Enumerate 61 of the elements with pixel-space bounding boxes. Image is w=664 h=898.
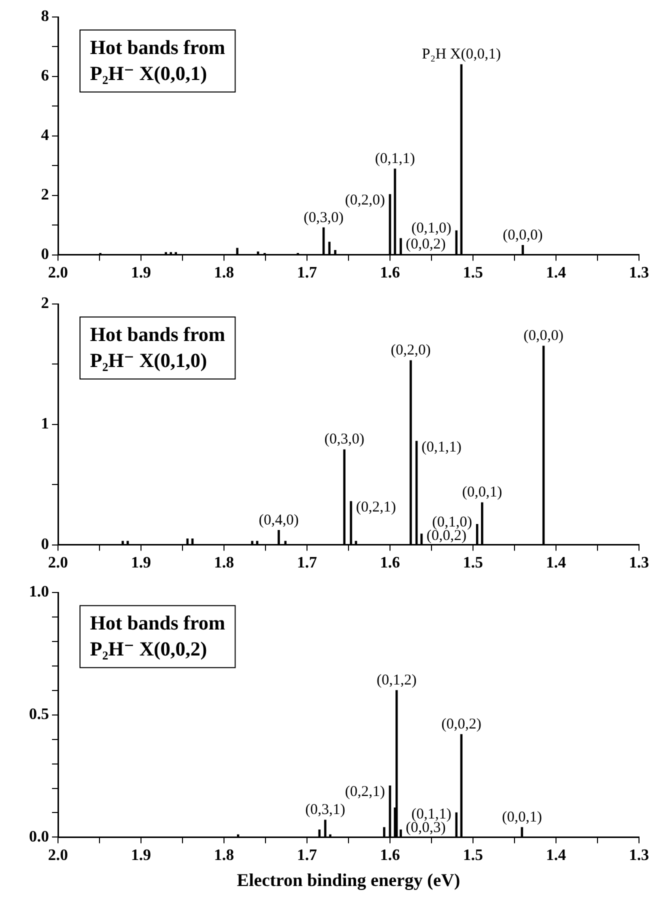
annotation: (0,0,0) bbox=[502, 227, 543, 244]
annotation: (0,1,0) bbox=[432, 514, 472, 530]
annotation: (0,0,1) bbox=[502, 809, 542, 826]
annotation: (0,1,2) bbox=[376, 672, 417, 688]
annotation: (0,2,1) bbox=[345, 784, 385, 800]
x-tick-label: 1.4 bbox=[546, 554, 566, 572]
x-tick-label: 1.7 bbox=[297, 554, 317, 572]
annotation: (0,0,3) bbox=[406, 820, 446, 836]
annotation: (0,0,2) bbox=[441, 716, 482, 732]
y-tick-label: 2 bbox=[41, 295, 49, 312]
x-tick-label: 2.0 bbox=[48, 554, 68, 572]
annotation: (0,1,1) bbox=[411, 806, 452, 823]
x-tick-label: 1.4 bbox=[546, 846, 566, 864]
annotation: (0,3,0) bbox=[304, 210, 344, 226]
annotation: (0,3,1) bbox=[305, 802, 346, 818]
annotation: (0,1,0) bbox=[411, 220, 452, 237]
x-tick-label: 1.6 bbox=[380, 554, 400, 572]
annotation: (0,2,0) bbox=[345, 192, 385, 208]
text: Hot bands from P₂H⁻ X(0,0,2) bbox=[90, 612, 226, 661]
y-tick-label: 0.5 bbox=[29, 706, 49, 724]
x-tick-label: 1.8 bbox=[214, 846, 234, 864]
y-tick-label: 2 bbox=[41, 186, 49, 204]
y-tick-label: 0.0 bbox=[29, 828, 49, 846]
x-tick-label: 1.5 bbox=[463, 554, 483, 572]
annotation: (0,0,1) bbox=[462, 484, 502, 501]
annotation: (0,1,1) bbox=[422, 439, 462, 456]
text: Hot bands from P₂H⁻ X(0,1,0) bbox=[90, 324, 226, 372]
x-tick-label: 1.9 bbox=[131, 264, 151, 282]
annotation: P₂H X(0,0,1) bbox=[422, 46, 501, 63]
x-tick-label: 1.5 bbox=[463, 264, 483, 282]
x-tick-label: 1.8 bbox=[214, 554, 234, 572]
y-tick-label: 0 bbox=[41, 246, 49, 263]
y-tick-label: 1 bbox=[41, 416, 49, 433]
annotation: (0,3,0) bbox=[324, 432, 364, 448]
annotation: (0,2,0) bbox=[390, 342, 431, 359]
x-tick-label: 1.6 bbox=[380, 846, 400, 864]
y-tick-label: 8 bbox=[41, 8, 49, 26]
annotation: (0,2,1) bbox=[356, 499, 396, 516]
y-tick-label: 0 bbox=[41, 536, 49, 553]
text: Hot bands from P₂H⁻ X(0,0,1) bbox=[90, 37, 226, 85]
x-tick-label: 1.4 bbox=[546, 264, 566, 282]
annotation: (0,0,2) bbox=[406, 236, 446, 252]
x-axis-title: Electron binding energy (eV) bbox=[236, 870, 460, 890]
x-tick-label: 1.9 bbox=[131, 554, 151, 572]
x-tick-label: 2.0 bbox=[48, 846, 68, 864]
x-tick-label: 1.5 bbox=[463, 846, 483, 864]
y-tick-label: 1.0 bbox=[29, 584, 49, 601]
annotation: (0,4,0) bbox=[258, 512, 299, 528]
y-tick-label: 6 bbox=[41, 68, 49, 85]
annotation: (0,1,1) bbox=[374, 150, 415, 167]
x-tick-label: 1.9 bbox=[131, 846, 151, 864]
x-tick-label: 1.3 bbox=[629, 264, 649, 282]
x-tick-label: 1.6 bbox=[380, 264, 400, 282]
x-tick-label: 1.3 bbox=[629, 846, 649, 864]
y-tick-label: 4 bbox=[41, 127, 49, 144]
x-tick-label: 2.0 bbox=[48, 264, 68, 282]
x-tick-label: 1.8 bbox=[214, 264, 234, 282]
x-tick-label: 1.7 bbox=[297, 846, 317, 864]
x-tick-label: 1.3 bbox=[629, 554, 649, 572]
annotation: (0,0,0) bbox=[524, 328, 564, 344]
x-tick-label: 1.7 bbox=[297, 264, 317, 282]
